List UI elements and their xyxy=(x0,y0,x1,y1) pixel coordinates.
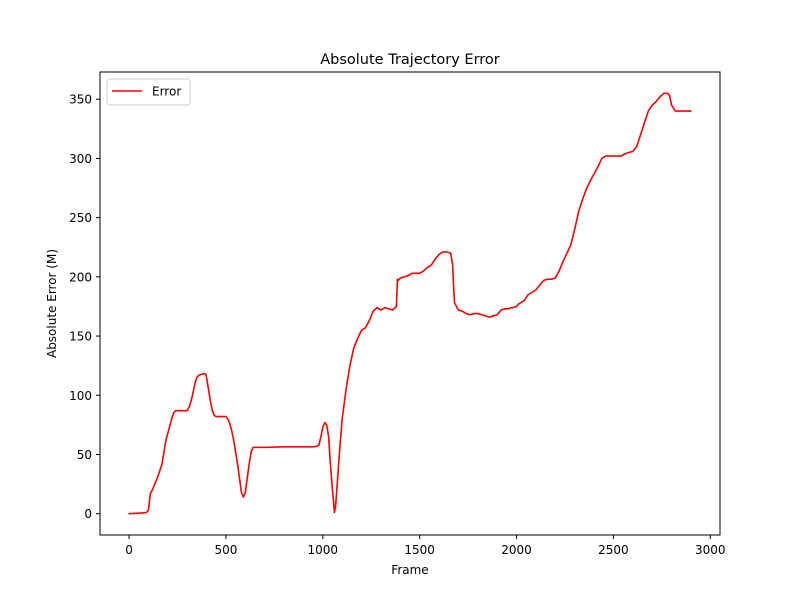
y-tick-label: 150 xyxy=(69,330,92,344)
x-tick-label: 2500 xyxy=(598,543,629,557)
x-tick-label: 1500 xyxy=(404,543,435,557)
y-tick-label: 100 xyxy=(69,389,92,403)
x-axis-title: Frame xyxy=(391,563,428,577)
y-tick-label: 300 xyxy=(69,152,92,166)
legend-box xyxy=(106,78,191,106)
x-tick-label: 1000 xyxy=(308,543,339,557)
chart-title: Absolute Trajectory Error xyxy=(320,52,500,68)
axis-ticks: 0 500 1000 1500 2000 2500 3000 0 50 100 150 200 250 3… xyxy=(69,93,725,557)
axes-frame xyxy=(99,71,721,536)
legend-label-error: Error xyxy=(152,85,181,99)
y-tick-label: 50 xyxy=(77,448,92,462)
x-tick-label: 500 xyxy=(214,543,237,557)
series-line-error xyxy=(128,92,692,515)
y-tick-label: 350 xyxy=(69,93,92,107)
y-tick-label: 200 xyxy=(69,270,92,284)
x-tick-label: 2000 xyxy=(501,543,532,557)
x-tick-label: 3000 xyxy=(695,543,726,557)
legend: Error xyxy=(106,78,191,106)
y-tick-label: 250 xyxy=(69,211,92,225)
y-axis-title: Absolute Error (M) xyxy=(45,249,59,358)
y-tick-label: 0 xyxy=(84,507,92,521)
plot-area xyxy=(128,92,692,515)
x-tick-label: 0 xyxy=(125,543,133,557)
